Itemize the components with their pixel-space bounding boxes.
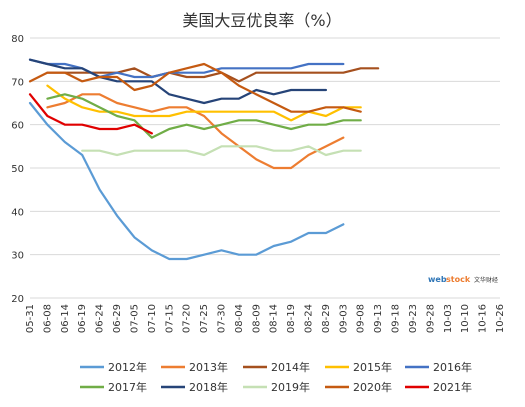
watermark-logo: web stock 文华财经 (428, 275, 498, 284)
series-line-5 (46, 93, 362, 139)
series-lines (28, 58, 380, 261)
legend-label: 2012年 (108, 360, 147, 374)
series-line-9 (28, 93, 153, 135)
x-tick-label: 09-08 (356, 304, 367, 333)
legend: 2012年 2013年 2014年 2015年 2016年 2017年 2018年 2019年… (80, 360, 472, 394)
y-tick-label: 30 (11, 251, 24, 262)
y-tick-label: 80 (11, 34, 24, 45)
x-tick-label: 08-29 (321, 304, 332, 333)
x-tick-label: 06-24 (95, 304, 106, 333)
y-tick-label: 60 (11, 121, 24, 132)
watermark-text: web (428, 275, 447, 284)
legend-label: 2020年 (353, 380, 392, 394)
x-tick-label: 05-31 (25, 304, 36, 333)
series-line-1 (46, 93, 345, 170)
series-line-0 (28, 101, 345, 261)
x-tick-label: 07-05 (129, 304, 140, 333)
x-tick-label: 06-14 (60, 304, 71, 333)
legend-label: 2017年 (108, 380, 147, 394)
x-tick-label: 09-18 (391, 304, 402, 333)
x-tick-label: 08-09 (251, 304, 262, 333)
legend-label: 2018年 (189, 380, 228, 394)
watermark-text-accent: stock (446, 275, 471, 284)
y-axis: 20 30 40 50 60 70 80 (11, 34, 24, 305)
x-tick-label: 09-23 (408, 304, 419, 333)
series-line-7 (81, 145, 362, 157)
chart-title: 美国大豆优良率（%） (182, 11, 341, 30)
x-tick-label: 06-29 (112, 304, 123, 333)
x-tick-label: 07-20 (182, 304, 193, 333)
x-tick-label: 09-13 (373, 304, 384, 333)
x-tick-label: 10-10 (460, 304, 471, 333)
y-tick-label: 40 (11, 207, 24, 218)
x-tick-label: 07-15 (164, 304, 175, 333)
x-tick-label: 09-28 (425, 304, 436, 333)
x-tick-label: 07-10 (147, 304, 158, 333)
legend-label: 2021年 (433, 380, 472, 394)
x-tick-label: 09-03 (338, 304, 349, 333)
x-tick-label: 08-24 (304, 304, 315, 333)
legend-label: 2016年 (433, 360, 472, 374)
y-tick-label: 70 (11, 77, 24, 88)
legend-label: 2013年 (189, 360, 228, 374)
x-tick-label: 08-14 (269, 304, 280, 333)
x-tick-label: 06-19 (77, 304, 88, 333)
x-tick-label: 08-19 (286, 304, 297, 333)
legend-label: 2015年 (353, 360, 392, 374)
x-tick-label: 10-26 (495, 304, 506, 333)
series-line-8 (28, 62, 362, 113)
y-tick-label: 20 (11, 294, 24, 305)
x-tick-label: 06-08 (42, 304, 53, 333)
x-tick-label: 07-30 (216, 304, 227, 333)
legend-label: 2014年 (271, 360, 310, 374)
x-tick-label: 10-16 (478, 304, 489, 333)
watermark-subtext: 文华财经 (474, 276, 498, 284)
x-tick-label: 08-04 (234, 304, 245, 333)
grid (30, 37, 500, 299)
series-line-2 (46, 67, 380, 83)
x-tick-label: 10-03 (443, 304, 454, 333)
series-line-6 (28, 58, 328, 105)
x-tick-label: 07-25 (199, 304, 210, 333)
legend-label: 2019年 (271, 380, 310, 394)
y-tick-label: 50 (11, 164, 24, 175)
x-axis: 05-31 06-08 06-14 06-19 06-24 06-29 07-05 07-10… (25, 304, 506, 333)
